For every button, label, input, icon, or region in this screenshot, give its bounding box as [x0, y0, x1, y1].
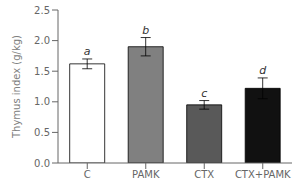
- svg-text:d: d: [259, 64, 267, 77]
- svg-text:CTX: CTX: [194, 169, 214, 180]
- svg-text:CTX+PAMK: CTX+PAMK: [235, 169, 291, 180]
- svg-text:C: C: [84, 169, 91, 180]
- svg-text:b: b: [142, 24, 149, 37]
- svg-text:0.0: 0.0: [34, 158, 50, 169]
- svg-text:0.5: 0.5: [34, 127, 50, 138]
- svg-text:1.5: 1.5: [34, 66, 50, 77]
- svg-text:PAMK: PAMK: [132, 169, 160, 180]
- svg-text:a: a: [84, 45, 91, 58]
- svg-text:Thymus index (g/kg): Thymus index (g/kg): [11, 35, 22, 139]
- svg-text:2.0: 2.0: [34, 35, 50, 46]
- svg-text:1.0: 1.0: [34, 96, 50, 107]
- svg-text:2.5: 2.5: [34, 5, 50, 16]
- svg-text:c: c: [201, 87, 207, 100]
